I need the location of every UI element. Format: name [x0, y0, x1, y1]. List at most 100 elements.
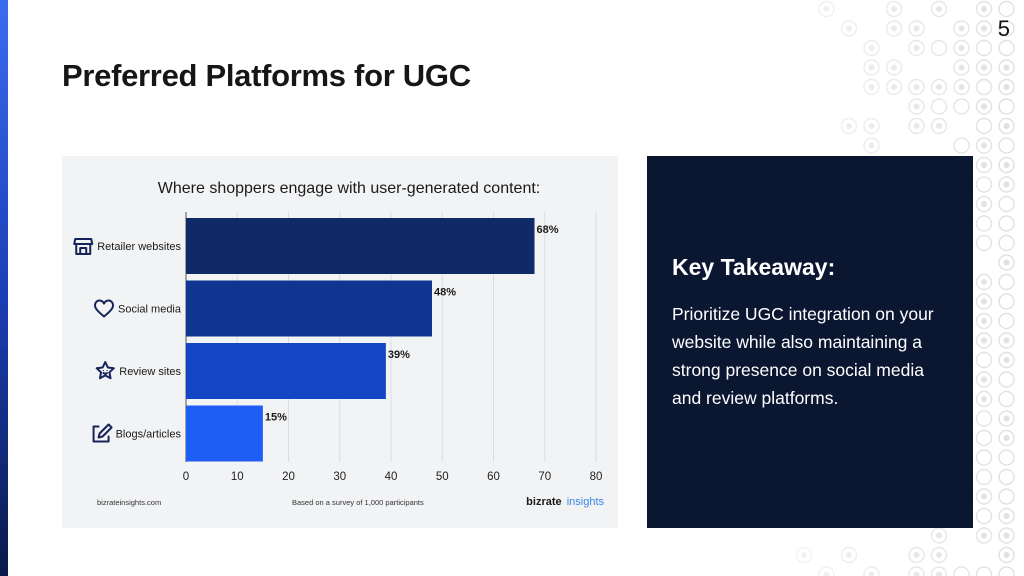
- bar-value-label: 68%: [537, 224, 559, 236]
- pattern-dot: [1003, 181, 1010, 188]
- pattern-dot: [981, 376, 987, 383]
- pattern-dot: [823, 571, 830, 576]
- pattern-ring: [975, 20, 993, 37]
- pattern-ring: [953, 137, 970, 154]
- pattern-dot: [868, 45, 875, 51]
- pattern-dot: [891, 64, 897, 71]
- pattern-dot: [1003, 259, 1010, 266]
- pattern-ring: [953, 566, 970, 576]
- pattern-ring: [998, 312, 1015, 330]
- pattern-dot: [891, 25, 897, 32]
- bar-chart: Where shoppers engage with user-generate…: [73, 180, 605, 508]
- pattern-dot: [846, 123, 852, 129]
- pattern-ring: [998, 449, 1015, 466]
- pattern-dot: [936, 6, 942, 12]
- brand-logo-secondary: insights: [567, 496, 605, 508]
- pattern-ring: [975, 410, 993, 427]
- pattern-ring: [998, 488, 1015, 505]
- pattern-dot: [958, 45, 965, 51]
- pattern-ring: [885, 0, 903, 18]
- x-tick-label: 30: [333, 471, 346, 483]
- x-tick-label: 60: [487, 471, 500, 483]
- pattern-ring: [975, 390, 993, 408]
- pattern-ring: [975, 371, 993, 388]
- brand-logo-primary: bizrate: [526, 496, 561, 508]
- category-label: Retailer websites: [97, 241, 181, 253]
- pattern-dot: [958, 64, 965, 71]
- bar-value-label: 39%: [388, 349, 410, 361]
- pattern-ring: [930, 98, 948, 115]
- pattern-dot: [981, 337, 987, 344]
- pattern-ring: [975, 0, 993, 18]
- pattern-ring: [930, 78, 948, 96]
- pattern-ring: [908, 566, 925, 576]
- pattern-dot: [868, 123, 875, 129]
- pattern-dot: [981, 279, 987, 285]
- pattern-ring: [975, 273, 993, 291]
- pattern-ring: [930, 39, 948, 57]
- pattern-ring: [998, 20, 1015, 37]
- pattern-ring: [863, 78, 880, 96]
- pattern-ring: [953, 78, 970, 96]
- pattern-ring: [975, 293, 993, 310]
- pattern-ring: [953, 39, 970, 57]
- takeaway-body: Prioritize UGC integration on your websi…: [672, 304, 934, 408]
- pattern-ring: [998, 293, 1015, 310]
- pattern-dot: [1003, 552, 1010, 558]
- pattern-ring: [975, 117, 993, 135]
- bar: [186, 218, 535, 274]
- pattern-ring: [998, 117, 1015, 135]
- slide-title: Preferred Platforms for UGC: [62, 58, 471, 93]
- pattern-ring: [908, 39, 925, 57]
- pattern-ring: [930, 0, 948, 18]
- heart-icon: [94, 299, 115, 318]
- pattern-dot: [981, 25, 987, 32]
- pattern-dot: [936, 571, 942, 576]
- pattern-dot: [981, 162, 987, 168]
- pattern-ring: [998, 507, 1015, 525]
- pattern-dot: [868, 84, 875, 90]
- pattern-ring: [863, 566, 880, 576]
- pattern-ring: [975, 156, 993, 174]
- pattern-ring: [998, 176, 1015, 193]
- pattern-dot: [913, 84, 920, 90]
- pattern-dot: [936, 552, 942, 558]
- pattern-ring: [953, 59, 970, 76]
- pattern-dot: [958, 84, 965, 90]
- pattern-dot: [868, 64, 875, 71]
- pattern-ring: [975, 59, 993, 76]
- pattern-dot: [1003, 162, 1010, 168]
- chart-footer-source: bizrateinsights.com: [97, 498, 161, 507]
- pattern-ring: [818, 0, 835, 18]
- pattern-ring: [998, 78, 1015, 96]
- pattern-dot: [1003, 415, 1010, 422]
- x-tick-label: 20: [282, 471, 295, 483]
- chart-x-axis: 0 10 20 30 40 50 60 70 80: [183, 471, 603, 483]
- pattern-ring: [795, 546, 813, 564]
- pattern-dot: [1003, 513, 1010, 519]
- pattern-ring: [998, 351, 1015, 369]
- pattern-ring: [998, 371, 1015, 388]
- pattern-ring: [998, 410, 1015, 427]
- pattern-dot: [868, 571, 875, 576]
- x-tick-label: 10: [231, 471, 244, 483]
- chart-card: Where shoppers engage with user-generate…: [62, 156, 618, 528]
- pattern-ring: [840, 117, 858, 135]
- pattern-dot: [936, 84, 942, 90]
- chart-title: Where shoppers engage with user-generate…: [158, 180, 540, 197]
- pattern-ring: [975, 507, 993, 525]
- x-tick-label: 80: [590, 471, 603, 483]
- page-number: 5: [997, 16, 1010, 41]
- pattern-ring: [908, 20, 925, 37]
- pattern-ring: [930, 527, 948, 544]
- category-label: Blogs/articles: [116, 429, 182, 441]
- pattern-ring: [975, 137, 993, 154]
- pattern-ring: [953, 20, 970, 37]
- bar-value-label: 48%: [434, 287, 456, 299]
- pattern-ring: [975, 566, 993, 576]
- bar: [186, 280, 432, 337]
- storefront-icon: [73, 238, 94, 255]
- pattern-ring: [975, 234, 993, 252]
- chart-categories: Retailer websites Social media Review site…: [73, 238, 182, 443]
- pattern-ring: [998, 527, 1015, 544]
